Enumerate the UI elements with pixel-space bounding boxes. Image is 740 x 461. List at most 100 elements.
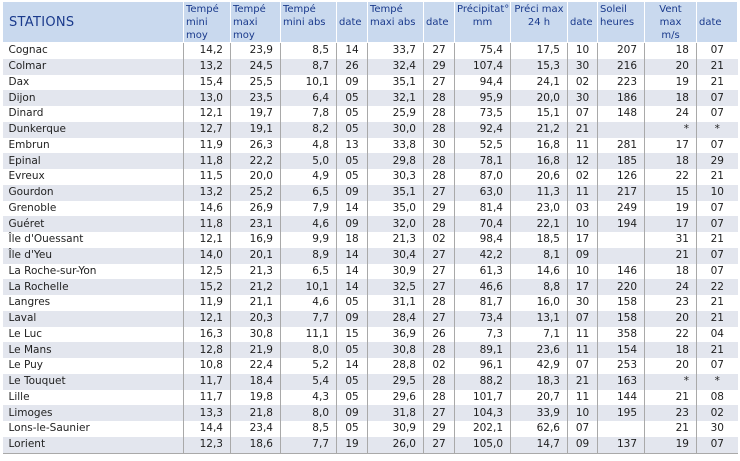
cell-station-name: Laval (2, 310, 184, 327)
cell-preci-max: 22,1 (510, 216, 568, 232)
cell-precip: 7,3 (454, 326, 511, 343)
cell-t-maxi-moy: 25,2 (230, 184, 281, 201)
cell-preci-max: 20,7 (510, 389, 568, 406)
cell-date-4: 07 (696, 200, 738, 217)
table-row: Limoges 13,3 21,8 8,0 09 31,8 27 104,3 33,9 10 195… (2, 405, 738, 421)
table-row: Le Mans 12,8 21,9 8,0 05 30,8 28 89,1 23,6 11 154 1… (2, 342, 738, 358)
cell-station-name: Embrun (2, 137, 184, 154)
cell-date-3: 10 (567, 405, 598, 421)
cell-date-2: 02 (423, 358, 455, 374)
cell-precip: 75,4 (454, 42, 511, 59)
table-row: Le Luc 16,3 30,8 11,1 15 36,9 26 7,3 7,1 11 358 22 0… (2, 326, 738, 343)
cell-t-maxi-moy: 24,5 (230, 58, 281, 75)
cell-date-4: 07 (696, 436, 738, 453)
table-row: Colmar 13,2 24,5 8,7 26 32,4 29 107,4 15,3 30 216 2… (2, 58, 738, 75)
cell-preci-max: 14,7 (510, 436, 568, 453)
cell-date-1: 14 (336, 358, 368, 374)
cell-soleil: 207 (597, 42, 645, 59)
cell-soleil (597, 121, 645, 138)
cell-t-maxi-abs: 30,8 (367, 342, 424, 358)
cell-date-4: * (696, 121, 738, 138)
cell-date-1: 09 (336, 216, 368, 232)
cell-date-2: 28 (423, 216, 455, 232)
table-body: Cognac 14,2 23,9 8,5 14 33,7 27 75,4 17,5 10 207 18… (2, 42, 738, 453)
cell-date-3: 17 (567, 232, 598, 248)
cell-date-1: 05 (336, 389, 368, 406)
cell-station-name: Le Mans (2, 342, 184, 358)
cell-t-mini-moy: 12,1 (183, 232, 231, 248)
cell-date-1: 09 (336, 74, 368, 91)
header-line: 24 h (527, 17, 551, 28)
cell-station-name: Dunkerque (2, 121, 184, 138)
table-row: Lille 11,7 19,8 4,3 05 29,6 28 101,7 20,7 11 144 21… (2, 389, 738, 406)
cell-t-maxi-abs: 33,8 (367, 137, 424, 154)
cell-date-1: 05 (336, 169, 368, 185)
cell-date-1: 05 (336, 295, 368, 311)
cell-date-1: 15 (336, 326, 368, 343)
table-row: Lorient 12,3 18,6 7,7 19 26,0 27 105,0 14,7 09 137… (2, 436, 738, 453)
cell-date-1: 13 (336, 137, 368, 154)
cell-date-2: 27 (423, 184, 455, 201)
cell-t-mini-abs: 7,9 (280, 200, 337, 217)
cell-t-maxi-abs: 31,1 (367, 295, 424, 311)
cell-date-1: 09 (336, 310, 368, 327)
cell-precip: 70,4 (454, 216, 511, 232)
cell-station-name: La Rochelle (2, 279, 184, 295)
cell-t-maxi-abs: 30,4 (367, 247, 424, 264)
cell-soleil: 144 (597, 389, 645, 406)
cell-date-1: 14 (336, 263, 368, 280)
cell-t-mini-moy: 13,2 (183, 58, 231, 75)
cell-date-1: 09 (336, 405, 368, 421)
cell-t-maxi-abs: 29,8 (367, 153, 424, 169)
header-date-3: date (567, 1, 598, 43)
cell-t-maxi-moy: 26,3 (230, 137, 281, 154)
table-row: Laval 12,1 20,3 7,7 09 28,4 27 73,4 13,1 07 158 20 2… (2, 310, 738, 327)
cell-t-mini-abs: 11,1 (280, 326, 337, 343)
cell-station-name: Lons-le-Saunier (2, 421, 184, 437)
cell-t-mini-moy: 11,9 (183, 137, 231, 154)
table-row: Gourdon 13,2 25,2 6,5 09 35,1 27 63,0 11,3 11 217 1… (2, 184, 738, 201)
cell-t-maxi-abs: 30,3 (367, 169, 424, 185)
cell-date-2: 27 (423, 436, 455, 453)
cell-station-name: Dijon (2, 90, 184, 106)
cell-t-mini-abs: 4,8 (280, 137, 337, 154)
cell-station-name: Colmar (2, 58, 184, 75)
cell-date-1: 05 (336, 373, 368, 390)
table-row: Le Touquet 11,7 18,4 5,4 05 29,5 28 88,2 18,3 21 1… (2, 373, 738, 390)
cell-date-4: 07 (696, 137, 738, 154)
cell-date-2: 28 (423, 106, 455, 122)
cell-precip: 73,4 (454, 310, 511, 327)
cell-t-mini-moy: 11,8 (183, 216, 231, 232)
cell-vent-max: 19 (644, 200, 697, 217)
header-line: Soleil (600, 4, 627, 15)
cell-precip: 104,3 (454, 405, 511, 421)
cell-t-maxi-moy: 23,4 (230, 421, 281, 437)
cell-date-3: 03 (567, 200, 598, 217)
cell-date-2: 27 (423, 42, 455, 59)
cell-date-4: 22 (696, 279, 738, 295)
cell-t-maxi-moy: 26,9 (230, 200, 281, 217)
header-line: Vent max (659, 4, 682, 28)
table-row: La Rochelle 15,2 21,2 10,1 14 32,5 27 46,6 8,8 17… (2, 279, 738, 295)
table-row: Le Puy 10,8 22,4 5,2 14 28,8 02 96,1 42,9 07 253 20… (2, 358, 738, 374)
cell-date-1: 18 (336, 232, 368, 248)
cell-date-2: 29 (423, 200, 455, 217)
cell-date-4: 02 (696, 405, 738, 421)
cell-t-mini-abs: 7,8 (280, 106, 337, 122)
header-line: heures (600, 17, 635, 28)
cell-preci-max: 17,5 (510, 42, 568, 59)
cell-t-mini-moy: 16,3 (183, 326, 231, 343)
cell-t-mini-abs: 4,6 (280, 216, 337, 232)
cell-date-3: 11 (567, 389, 598, 406)
table-row: Lons-le-Saunier 14,4 23,4 8,5 05 30,9 29 202,1 6… (2, 421, 738, 437)
cell-t-mini-moy: 12,5 (183, 263, 231, 280)
cell-precip: 42,2 (454, 247, 511, 264)
cell-t-mini-moy: 12,3 (183, 436, 231, 453)
cell-date-3: 02 (567, 74, 598, 91)
cell-t-maxi-abs: 32,1 (367, 90, 424, 106)
cell-preci-max: 7,1 (510, 326, 568, 343)
cell-preci-max: 18,3 (510, 373, 568, 390)
cell-t-mini-moy: 13,2 (183, 184, 231, 201)
cell-vent-max: 20 (644, 58, 697, 75)
cell-t-mini-abs: 8,5 (280, 42, 337, 59)
